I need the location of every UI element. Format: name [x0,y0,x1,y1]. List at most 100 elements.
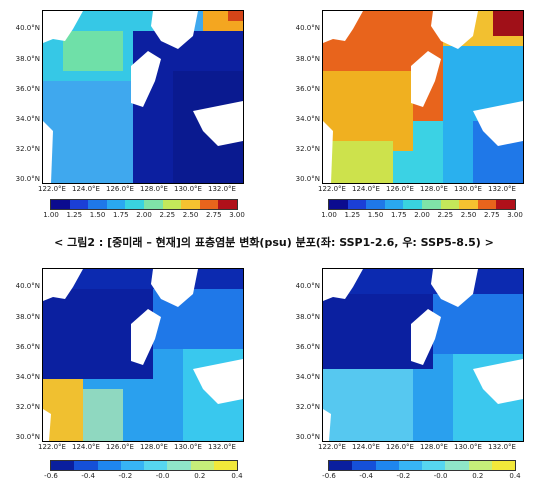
colorbar-tick: 1.50 [89,211,106,219]
lat-tick: 34.0°N [15,373,40,381]
lon-tick: 126.0°E [106,185,134,193]
colorbar-tick: 1.00 [321,211,337,219]
colorbar-tick: 0.2 [472,472,484,480]
colorbar-tick: -0.4 [81,472,96,480]
colorbar-swatch [125,200,144,209]
lat-tick: 36.0°N [295,85,320,93]
colorbar-swatch [421,200,441,209]
lon-tick: 128.0°E [140,185,168,193]
colorbar-swatch [347,200,367,209]
lon-tick: 122.0°E [318,185,346,193]
colorbar-swatch [468,461,492,470]
colorbar-tick: 2.00 [414,211,430,219]
colorbar-swatch [97,461,121,470]
colorbar-swatch [162,200,182,209]
lon-tick: 132.0°E [208,443,236,451]
colorbar-tick: 0.4 [509,472,521,480]
colorbar-swatch [375,461,399,470]
colorbar-swatch [51,200,70,209]
colorbar-swatch [496,200,515,209]
lat-tick: 38.0°N [15,55,40,63]
lat-tick: 36.0°N [15,343,40,351]
colorbar-swatch [384,200,404,209]
colorbar-tick: -0.6 [322,472,336,480]
lon-tick: 130.0°E [454,185,482,193]
colorbar-swatch [181,200,200,209]
lon-tick: 132.0°E [488,443,516,451]
colorbar-tick: 3.00 [507,211,523,219]
lon-tick: 132.0°E [488,185,516,193]
lat-tick: 38.0°N [295,313,320,321]
colorbar-tick: -0.6 [44,472,58,480]
lat-tick: 40.0°N [15,282,40,290]
lat-tick: 30.0°N [15,433,40,441]
map-bottom-right [322,268,524,442]
lat-tick: 40.0°N [15,24,40,32]
lon-tick: 122.0°E [38,185,66,193]
lon-tick: 128.0°E [420,443,448,451]
lon-tick: 124.0°E [352,185,380,193]
lon-tick: 130.0°E [454,443,482,451]
colorbar-tick: 0.2 [194,472,206,480]
colorbar-tick: 1.25 [66,211,83,219]
colorbar-swatch [329,461,353,470]
colorbar-swatch [88,200,107,209]
lon-tick: 128.0°E [420,185,448,193]
colorbar-swatch [74,461,98,470]
colorbar-swatch [422,461,446,470]
colorbar-tick: 1.25 [344,211,361,219]
lon-tick: 122.0°E [318,443,346,451]
colorbar-top-right [328,199,516,210]
colorbar-bottom-right [328,460,516,471]
colorbar-tick: -0.2 [118,472,133,480]
colorbar-swatch [106,200,126,209]
lat-tick: 38.0°N [295,55,320,63]
lat-tick: 36.0°N [15,85,40,93]
colorbar-top-left [50,199,238,210]
colorbar-tick: 1.00 [43,211,59,219]
lat-tick: 34.0°N [15,115,40,123]
colorbar-swatch [190,461,214,470]
colorbar-tick: 2.00 [136,211,152,219]
colorbar-swatch [143,200,163,209]
lon-tick: 126.0°E [386,185,414,193]
lat-tick: 30.0°N [295,433,320,441]
lon-tick: 130.0°E [174,443,202,451]
lon-tick: 130.0°E [174,185,202,193]
colorbar-swatch [144,461,168,470]
lon-tick: 126.0°E [106,443,134,451]
colorbar-swatch [213,461,237,470]
lat-tick: 34.0°N [295,373,320,381]
lon-tick: 128.0°E [140,443,168,451]
lat-tick: 32.0°N [15,403,40,411]
lat-tick: 36.0°N [295,343,320,351]
colorbar-swatch [199,200,219,209]
colorbar-tick: 2.50 [182,211,199,219]
lat-tick: 32.0°N [295,403,320,411]
lat-tick: 32.0°N [295,145,320,153]
map-top-right [322,10,524,184]
lon-tick: 126.0°E [386,443,414,451]
colorbar-swatch [459,200,478,209]
colorbar-tick: 2.25 [437,211,454,219]
colorbar-swatch [329,200,348,209]
colorbar-swatch [167,461,191,470]
colorbar-tick: 1.75 [112,211,129,219]
figure-caption: < 그림2 : [중미래 – 현재]의 표층염분 변화(psu) 분포(좌: S… [54,236,494,249]
colorbar-tick: 0.4 [231,472,243,480]
lon-tick: 124.0°E [72,185,100,193]
lat-tick: 40.0°N [295,24,320,32]
lon-tick: 124.0°E [72,443,100,451]
lat-tick: 40.0°N [295,282,320,290]
lon-tick: 132.0°E [208,185,236,193]
colorbar-tick: 1.50 [367,211,384,219]
colorbar-swatch [51,461,75,470]
lon-tick: 122.0°E [38,443,66,451]
colorbar-swatch [69,200,89,209]
lat-tick: 34.0°N [295,115,320,123]
map-top-left [42,10,244,184]
colorbar-swatch [352,461,376,470]
colorbar-tick: 2.50 [460,211,477,219]
colorbar-swatch [477,200,497,209]
lat-tick: 30.0°N [295,175,320,183]
